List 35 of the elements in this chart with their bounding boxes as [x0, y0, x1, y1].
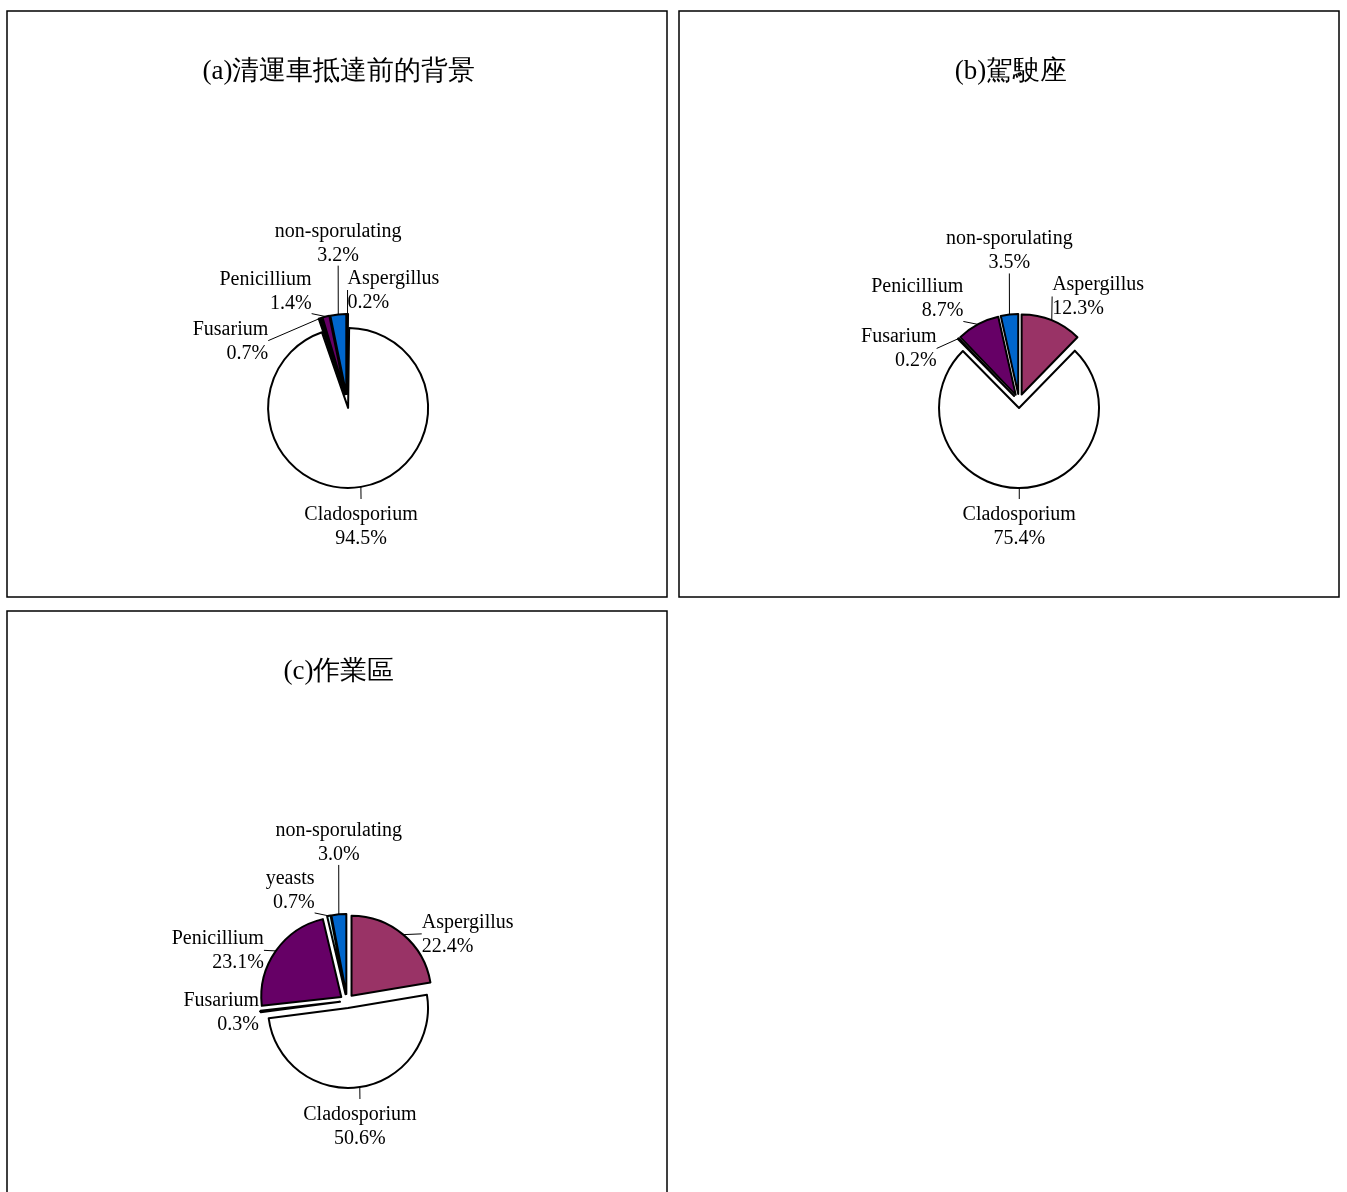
- data-label: 75.4%: [993, 526, 1046, 548]
- data-label: 22.4%: [421, 933, 474, 956]
- slice-label: Fusarium: [861, 324, 938, 347]
- slice-label: Cladosporium: [304, 502, 419, 525]
- slice-label: Penicillium: [219, 266, 313, 289]
- data-label: 94.5%: [335, 526, 387, 548]
- chart-title: (c)作業區: [283, 655, 395, 685]
- data-label: 1.4%: [269, 290, 312, 313]
- legend-label: Fusarium: [192, 316, 269, 339]
- data-label: 3.5%: [988, 250, 1031, 273]
- slice-label: non-sporulating: [275, 817, 403, 841]
- slice-label: yeasts: [265, 865, 315, 889]
- slice-label: non-sporulating: [946, 226, 1073, 250]
- slice-label: Fusarium: [183, 987, 260, 1010]
- slice-label: Aspergillus: [421, 909, 514, 933]
- data-label: 23.1%: [212, 950, 264, 973]
- data-label: 0.2%: [347, 290, 390, 312]
- data-label: 0.3%: [217, 1011, 259, 1034]
- data-label: 50.6%: [334, 1126, 386, 1148]
- data-label: 8.7%: [921, 298, 964, 321]
- legend-label: Aspergillus: [1052, 272, 1145, 296]
- data-label: 3.0%: [317, 841, 360, 864]
- chart-title: (a)清運車抵達前的背景: [202, 55, 476, 85]
- data-label: 0.2%: [894, 348, 937, 371]
- slice-label: Cladosporium: [962, 502, 1077, 525]
- data-label: 12.3%: [1052, 296, 1104, 319]
- data-label: 0.7%: [226, 340, 269, 363]
- chart-title: (b)駕駛座: [954, 55, 1068, 85]
- slice-label: non-sporulating: [274, 218, 402, 242]
- slice-label: Penicillium: [871, 274, 964, 297]
- slice-label: Cladosporium: [303, 1102, 418, 1125]
- slice-label: Aspergillus: [347, 266, 440, 289]
- data-label: 0.7%: [272, 889, 315, 912]
- slice-label: Penicillium: [171, 926, 265, 949]
- data-label: 3.2%: [317, 242, 359, 265]
